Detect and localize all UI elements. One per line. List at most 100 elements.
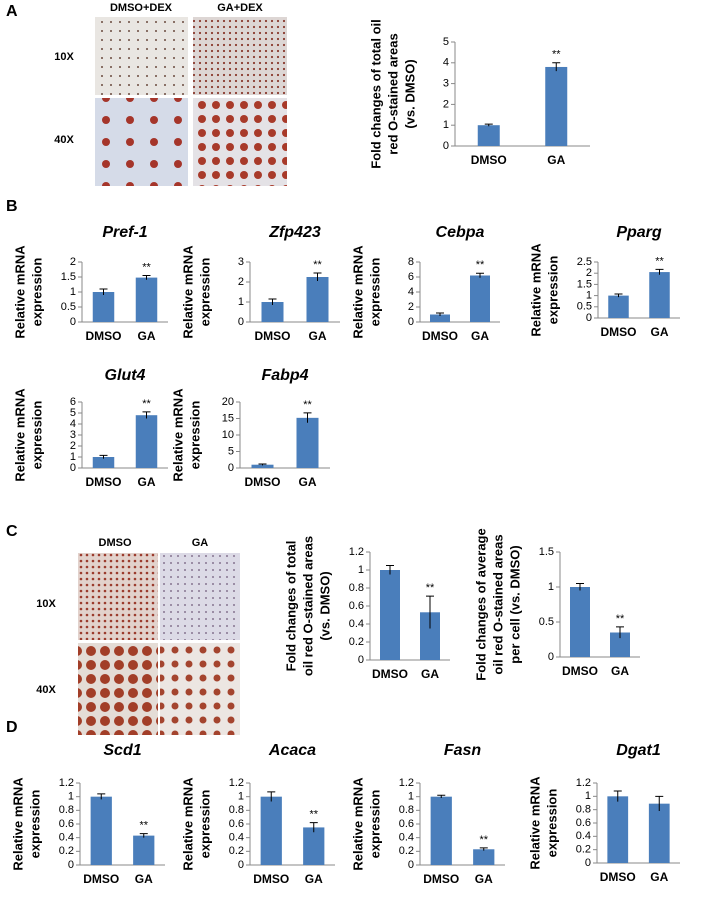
bar: [607, 796, 629, 863]
y-axis-label: expression: [27, 790, 42, 859]
error-bar: [313, 272, 322, 281]
y-axis-label: oil red O-stained areas: [300, 536, 315, 676]
y-tick-label: 3: [238, 256, 244, 268]
y-axis-label: per cell (vs. DMSO): [507, 545, 522, 663]
y-tick-label: 1: [585, 790, 591, 802]
y-tick-label: 0: [443, 140, 449, 152]
y-tick-label: 0: [358, 654, 364, 666]
y-axis-label: Fold changes of total: [283, 541, 298, 672]
image-column-label: DMSO+DEX: [110, 2, 173, 14]
panel-label: D: [6, 719, 18, 736]
chart-title: Scd1: [103, 742, 141, 759]
x-tick-label: DMSO: [255, 329, 291, 343]
error-bar: [142, 411, 151, 419]
y-tick-label: 0.4: [349, 618, 364, 630]
panel-label: A: [6, 3, 18, 20]
chart-title: Pref-1: [102, 224, 147, 241]
y-axis-label: red O-stained areas: [385, 33, 400, 154]
x-tick-label: DMSO: [245, 475, 281, 489]
x-tick-label: DMSO: [562, 664, 598, 678]
y-tick-label: 0: [586, 312, 592, 324]
y-tick-label: 1.5: [577, 278, 592, 290]
y-tick-label: 0: [238, 316, 244, 328]
y-tick-label: 0.6: [576, 817, 591, 829]
x-tick-label: GA: [471, 329, 489, 343]
y-axis-label: oil red O-stained areas: [490, 534, 505, 674]
y-tick-label: 1.2: [349, 546, 364, 558]
y-axis-label: expression: [197, 790, 212, 859]
image-row-label: 10X: [36, 598, 56, 610]
chart-title: Cebpa: [436, 224, 485, 241]
micrograph: [193, 98, 287, 186]
bar: [251, 464, 274, 468]
y-tick-label: 0.8: [59, 804, 74, 816]
bar: [135, 415, 158, 468]
micrograph: [95, 98, 188, 186]
micrograph: [95, 17, 188, 95]
y-axis-label: expression: [29, 401, 44, 470]
y-tick-label: 3: [443, 78, 449, 90]
y-tick-label: 0.5: [577, 301, 592, 313]
y-tick-label: 0: [408, 316, 414, 328]
bar: [380, 570, 400, 660]
x-tick-label: GA: [650, 870, 668, 884]
y-axis-label: (vs. DMSO): [317, 571, 332, 640]
y-tick-label: 2: [586, 267, 592, 279]
y-tick-label: 4: [408, 286, 414, 298]
error-bar: [309, 822, 318, 833]
bar: [133, 835, 155, 865]
x-tick-label: GA: [305, 872, 323, 886]
y-tick-label: 1: [548, 581, 554, 593]
x-tick-label: GA: [135, 872, 153, 886]
y-tick-label: 5: [70, 407, 76, 419]
image-row-label: 10X: [54, 51, 74, 63]
bar: [430, 314, 450, 322]
significance-mark: **: [313, 259, 322, 271]
x-tick-label: DMSO: [253, 872, 289, 886]
x-tick-label: GA: [299, 475, 317, 489]
y-tick-label: 1: [238, 791, 244, 803]
y-tick-label: 0.2: [349, 636, 364, 648]
error-bar: [268, 298, 277, 305]
error-bar: [99, 288, 108, 295]
chart-title: Acaca: [268, 742, 316, 759]
error-bar: [613, 790, 622, 802]
y-tick-label: 0.5: [61, 301, 76, 313]
micrograph: [78, 553, 158, 640]
y-axis-label: Fold changes of total oil: [368, 19, 383, 169]
y-tick-label: 1.2: [59, 777, 74, 789]
significance-mark: **: [142, 398, 151, 410]
significance-mark: **: [426, 582, 435, 594]
y-axis-label: Relative mRNA: [12, 388, 27, 482]
y-tick-label: 0.4: [59, 832, 74, 844]
y-tick-label: 0.2: [399, 845, 414, 857]
micrographs: [78, 17, 287, 735]
significance-mark: **: [139, 819, 148, 831]
image-row-label: 40X: [54, 134, 74, 146]
bar: [545, 66, 568, 146]
significance-mark: **: [303, 399, 312, 411]
y-axis-label: Fold changes of average: [473, 528, 488, 680]
error-bar: [99, 454, 108, 459]
y-tick-label: 5: [228, 445, 234, 457]
y-tick-label: 1: [238, 296, 244, 308]
chart-title: Fabp4: [261, 367, 308, 384]
y-axis-label: expression: [367, 258, 382, 327]
y-tick-label: 0.8: [399, 804, 414, 816]
bar: [649, 272, 670, 318]
error-bar: [479, 847, 488, 851]
error-bar: [267, 791, 276, 802]
y-tick-label: 4: [443, 57, 449, 69]
x-tick-label: DMSO: [86, 475, 122, 489]
y-tick-label: 0.4: [229, 832, 244, 844]
error-bar: [436, 312, 444, 316]
error-bar: [576, 583, 584, 591]
y-tick-label: 6: [408, 271, 414, 283]
y-tick-label: 0: [548, 651, 554, 663]
y-tick-label: 0.8: [349, 582, 364, 594]
chart-title: Glut4: [105, 367, 146, 384]
significance-mark: **: [142, 261, 151, 273]
bar: [608, 295, 629, 318]
y-tick-label: 1.5: [539, 546, 554, 558]
y-tick-label: 0.6: [59, 818, 74, 830]
